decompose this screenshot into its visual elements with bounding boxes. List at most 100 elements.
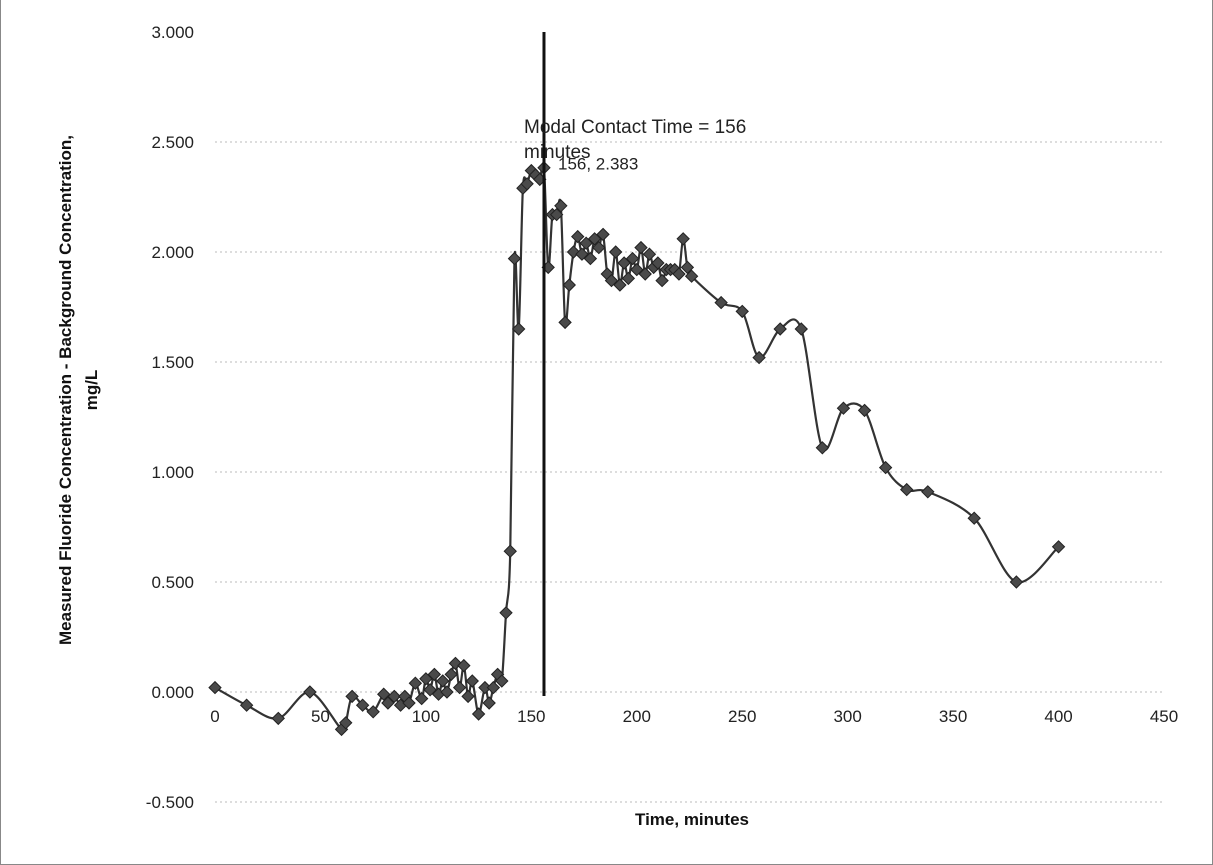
data-point xyxy=(878,460,893,475)
data-point xyxy=(587,232,602,246)
data-point xyxy=(592,240,606,255)
data-point xyxy=(575,247,589,261)
data-point xyxy=(520,177,534,191)
modal-time-label-line2: minutes xyxy=(524,142,591,163)
modal-time-label-line1: Modal Contact Time = 156 xyxy=(524,117,746,138)
x-tick-label: 450 xyxy=(1150,707,1178,726)
x-tick-label: 250 xyxy=(728,707,756,726)
y-tick-label: 2.500 xyxy=(151,133,194,152)
data-point xyxy=(604,273,619,288)
data-point xyxy=(499,606,513,620)
data-point xyxy=(608,245,623,259)
gridlines xyxy=(215,141,1164,803)
x-tick-label: 150 xyxy=(517,707,545,726)
x-tick-label: 400 xyxy=(1044,707,1072,726)
data-point xyxy=(680,260,695,275)
data-point xyxy=(638,267,652,281)
y-tick-label: 1.000 xyxy=(151,463,194,482)
data-point xyxy=(836,401,851,415)
data-point xyxy=(457,658,471,673)
data-point xyxy=(583,251,598,266)
data-point xyxy=(387,689,401,704)
data-point xyxy=(815,441,830,455)
data-point xyxy=(381,696,395,710)
y-axis-title-line2: mg/L xyxy=(82,370,101,411)
data-point xyxy=(208,680,222,695)
data-point xyxy=(967,511,981,525)
data-point xyxy=(486,680,501,695)
data-point xyxy=(554,199,568,213)
data-point xyxy=(625,251,640,266)
data-point xyxy=(414,691,429,706)
data-point xyxy=(672,267,686,281)
data-point xyxy=(562,278,577,292)
x-tick-label: 350 xyxy=(939,707,967,726)
data-point xyxy=(495,674,509,688)
data-point xyxy=(427,667,442,682)
y-tick-label: -0.500 xyxy=(146,793,194,812)
x-tick-label: 200 xyxy=(623,707,651,726)
data-point xyxy=(503,544,517,558)
data-point xyxy=(921,485,935,499)
data-point xyxy=(617,256,631,270)
data-point xyxy=(613,278,627,292)
data-point xyxy=(239,698,254,712)
data-point xyxy=(794,322,808,336)
data-point xyxy=(303,685,317,699)
data-point xyxy=(471,707,486,721)
data-point xyxy=(461,689,475,704)
x-tick-label: 100 xyxy=(412,707,440,726)
data-point xyxy=(465,674,479,688)
data-point xyxy=(735,304,749,319)
x-tick-label: 0 xyxy=(210,707,219,726)
data-point xyxy=(752,350,766,365)
data-point xyxy=(345,689,359,704)
data-point xyxy=(676,232,690,246)
data-point xyxy=(402,696,416,710)
y-tick-label: 0.000 xyxy=(151,683,194,702)
y-tick-label: 1.500 xyxy=(151,353,194,372)
data-point xyxy=(444,667,458,682)
data-point xyxy=(651,256,665,270)
data-point xyxy=(579,236,593,250)
data-point xyxy=(339,716,353,730)
data-point xyxy=(642,247,657,261)
data-point xyxy=(436,674,450,688)
data-point xyxy=(900,482,914,497)
data-point xyxy=(507,251,522,266)
data-point xyxy=(714,295,728,310)
data-point xyxy=(408,676,423,690)
data-point xyxy=(1051,540,1066,554)
data-point xyxy=(558,315,572,330)
tick-labels: 3.000 2.500 2.000 1.500 1.000 0.500 0.000 -0.50… xyxy=(146,23,1178,812)
y-axis-title-line1: Measured Fluoride Concentration - Backgr… xyxy=(56,135,75,645)
x-tick-label: 300 xyxy=(833,707,861,726)
data-point xyxy=(621,271,636,286)
data-point xyxy=(630,262,644,277)
data-point xyxy=(511,322,526,336)
data-point xyxy=(596,227,610,242)
data-point xyxy=(355,698,370,712)
data-point xyxy=(482,696,496,710)
data-point xyxy=(655,273,669,288)
series-layer xyxy=(208,161,1066,737)
data-point xyxy=(549,207,564,222)
data-point xyxy=(271,711,285,726)
y-tick-label: 2.000 xyxy=(151,243,194,262)
data-point xyxy=(857,403,872,418)
y-tick-label: 3.000 xyxy=(151,23,194,42)
data-point xyxy=(1009,575,1024,589)
data-point xyxy=(366,705,380,719)
data-point xyxy=(773,322,787,336)
y-tick-label: 0.500 xyxy=(151,573,194,592)
data-point xyxy=(571,229,585,244)
x-tick-label: 50 xyxy=(311,707,330,726)
data-point xyxy=(440,685,454,699)
data-point xyxy=(419,672,433,686)
peak-data-label: 156, 2.383 xyxy=(558,155,638,174)
data-point xyxy=(634,240,648,255)
x-axis-title: Time, minutes xyxy=(635,810,749,829)
data-point xyxy=(684,269,699,283)
